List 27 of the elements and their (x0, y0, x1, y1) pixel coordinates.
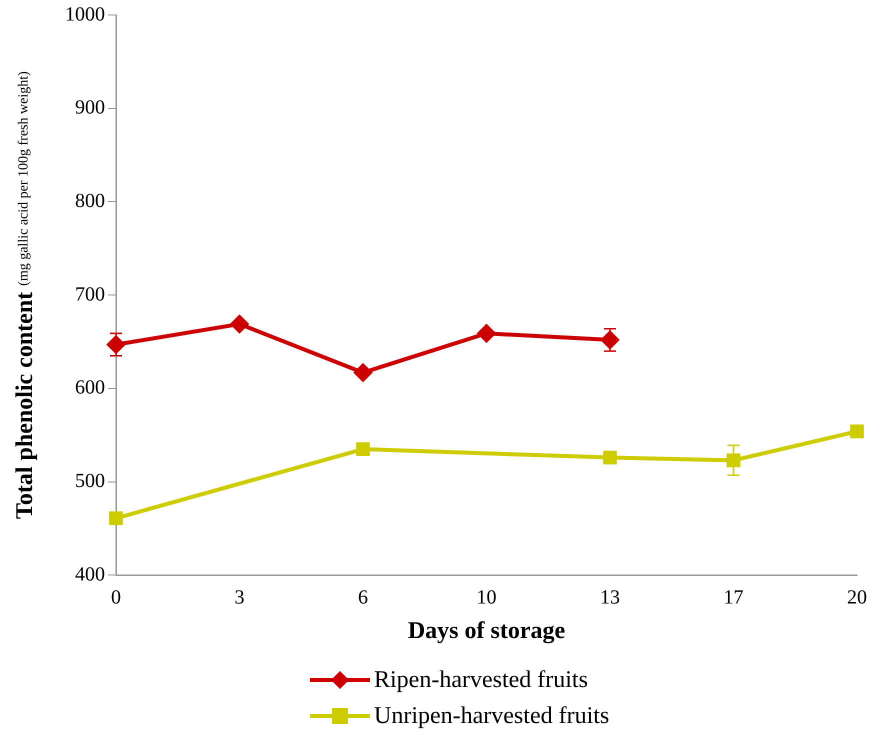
point (726, 453, 740, 468)
y-tick-label: 600 (75, 376, 105, 399)
x-tick-label: 6 (358, 586, 368, 608)
x-axis-title: Days of storage (408, 618, 566, 644)
point (850, 424, 864, 438)
x-tick-label: 0 (111, 586, 121, 608)
point (354, 363, 372, 382)
point (477, 324, 496, 343)
x-tick-label: 20 (847, 586, 867, 608)
y-tick-label: 800 (75, 190, 105, 212)
y-tick-label: 1000 (65, 3, 105, 26)
point (356, 442, 370, 456)
y-tick-label: 700 (75, 283, 105, 306)
point (109, 511, 123, 526)
x-tick-label: 17 (724, 586, 744, 608)
legend-label: Ripen-harvested fruits (374, 666, 588, 694)
y-tick-label: 500 (75, 470, 105, 492)
x-tick-label: 3 (234, 586, 244, 608)
x-tick-label: 13 (600, 586, 620, 608)
y-tick-label: 400 (75, 563, 105, 586)
y-axis-title: Total phenolic content (mg gallic acid per 100g fresh weight) (12, 70, 38, 519)
point (603, 450, 617, 464)
legend-label: Unripen-harvested fruits (374, 702, 610, 730)
point (106, 335, 126, 354)
point (230, 314, 249, 334)
x-tick-label: 10 (476, 586, 496, 608)
y-tick-label: 900 (75, 96, 105, 119)
